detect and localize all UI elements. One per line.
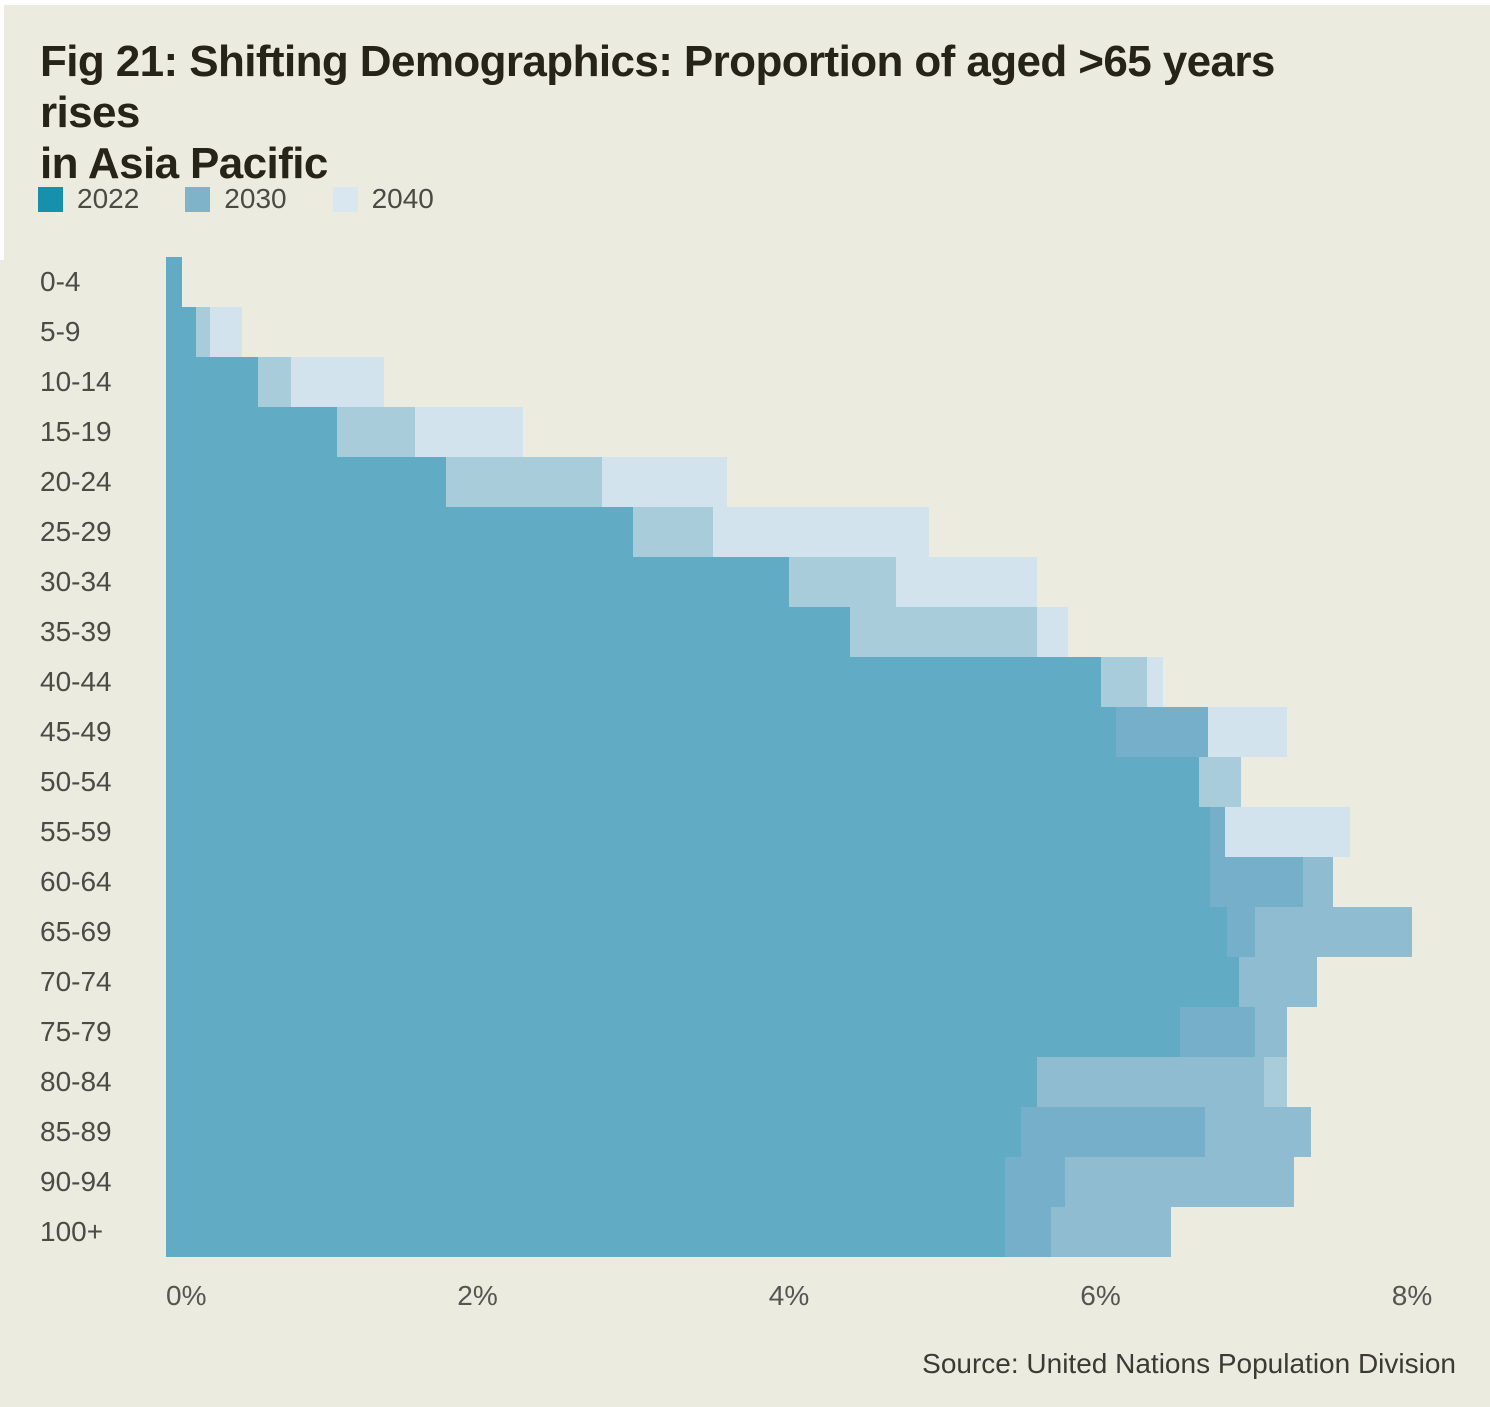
chart-title-line1: Fig 21: Shifting Demographics: Proportio…	[40, 37, 1275, 137]
bar-segment-a	[166, 557, 789, 607]
bar-segment-a	[166, 507, 634, 557]
x-axis-tick-8%: 8%	[1391, 1280, 1433, 1311]
age-label-25-29: 25-29	[40, 516, 112, 547]
bar-segment-e	[1302, 857, 1333, 907]
x-axis-tick-4%: 4%	[768, 1280, 810, 1311]
bar-segment-d	[1021, 1107, 1205, 1157]
legend-label-2022: 2022	[77, 183, 140, 214]
legend: 2022 2030 2040	[38, 183, 434, 214]
age-label-30-34: 30-34	[40, 566, 112, 597]
bar-segment-a	[166, 1007, 1180, 1057]
age-label-55-59: 55-59	[40, 816, 112, 847]
bar-segment-a	[166, 357, 258, 407]
legend-item-2030: 2030	[185, 183, 287, 214]
age-label-5-9: 5-9	[40, 316, 81, 347]
bar-segment-e	[1050, 1207, 1171, 1257]
bar-segment-c	[1225, 807, 1350, 857]
age-label-15-19: 15-19	[40, 416, 112, 447]
x-axis-tick-0%: 0%	[166, 1280, 207, 1311]
bar-segment-b	[195, 307, 210, 357]
bar-segment-a	[166, 907, 1227, 957]
bar-segment-c	[1036, 607, 1068, 657]
chart-title-line2: in Asia Pacific	[40, 139, 328, 188]
age-label-70-74: 70-74	[40, 966, 112, 997]
age-label-100+: 100+	[40, 1216, 104, 1247]
x-axis-tick-2%: 2%	[457, 1280, 498, 1311]
legend-label-2040: 2040	[371, 183, 434, 214]
bar-segment-a	[166, 307, 196, 357]
age-label-85-89: 85-89	[40, 1116, 112, 1147]
bar-segment-d	[1116, 707, 1208, 757]
source-note: Source: United Nations Population Divisi…	[922, 1348, 1456, 1379]
bar-segment-a	[166, 757, 1199, 807]
x-axis-tick-6%: 6%	[1080, 1280, 1121, 1311]
age-label-10-14: 10-14	[40, 366, 112, 397]
bar-segment-c	[1207, 707, 1288, 757]
age-label-40-44: 40-44	[40, 666, 112, 697]
bar-segment-b	[1100, 657, 1148, 707]
bar-segment-b	[446, 457, 603, 507]
legend-swatch-2040	[332, 186, 358, 212]
page-border-left	[0, 0, 4, 260]
bar-segment-e	[1254, 907, 1412, 957]
bar-segment-a	[166, 957, 1240, 1007]
bar-segment-d	[1209, 807, 1226, 857]
legend-item-2040: 2040	[332, 183, 434, 214]
bar-segment-c	[290, 357, 385, 407]
age-label-0-4: 0-4	[40, 266, 81, 297]
age-label-65-69: 65-69	[40, 916, 112, 947]
bar-segment-c	[1147, 657, 1163, 707]
bar-segment-a	[166, 1057, 1037, 1107]
age-label-60-64: 60-64	[40, 866, 112, 897]
bar-segment-b	[257, 357, 291, 407]
legend-swatch-2022	[38, 186, 63, 212]
bar-segment-e	[1204, 1107, 1311, 1157]
bar-segment-b	[849, 607, 1037, 657]
bar-segment-d	[1005, 1157, 1065, 1207]
bar-segment-a	[166, 457, 447, 507]
bar-segment-a	[166, 1107, 1022, 1157]
bar-segment-c	[712, 507, 930, 557]
bar-segment-b	[1198, 757, 1241, 807]
bar-segment-e	[1036, 1057, 1265, 1107]
chart-title: Fig 21: Shifting Demographics: Proportio…	[40, 36, 1360, 189]
bar-segment-a	[166, 1157, 1006, 1207]
bar-segment-d	[1005, 1207, 1051, 1257]
legend-item-2022: 2022	[38, 183, 140, 214]
bar-segment-e	[1239, 957, 1317, 1007]
age-label-80-84: 80-84	[40, 1066, 112, 1097]
bar-segment-a	[166, 657, 1101, 707]
age-label-50-54: 50-54	[40, 766, 112, 797]
age-label-45-49: 45-49	[40, 716, 112, 747]
bar-segment-a	[166, 607, 850, 657]
page-border-top	[0, 0, 1490, 5]
bar-segment-a	[166, 807, 1210, 857]
bar-segment-b	[633, 507, 713, 557]
legend-label-2030: 2030	[224, 183, 287, 214]
bar-segment-d	[1226, 907, 1255, 957]
age-label-20-24: 20-24	[40, 466, 112, 497]
bar-segment-d	[1209, 857, 1303, 907]
bar-segment-c	[896, 557, 1037, 607]
bar-segment-a	[166, 257, 182, 307]
age-label-90-94: 90-94	[40, 1166, 112, 1197]
age-label-35-39: 35-39	[40, 616, 112, 647]
bar-segment-a	[166, 1207, 1006, 1257]
bar-segment-c	[602, 457, 727, 507]
bar-segment-c	[415, 407, 523, 457]
bar-segment-a	[166, 857, 1210, 907]
bar-segment-b	[789, 557, 897, 607]
bar-segment-b	[337, 407, 416, 457]
bar-segment-a	[166, 707, 1117, 757]
legend-swatch-2030	[185, 186, 211, 212]
bar-segment-e	[1064, 1157, 1294, 1207]
bar-segment-e	[1254, 1007, 1288, 1057]
bar-segment-b	[1264, 1057, 1288, 1107]
bar-segment-d	[1179, 1007, 1255, 1057]
age-label-75-79: 75-79	[40, 1016, 112, 1047]
bar-segment-a	[166, 407, 338, 457]
bar-segment-c	[209, 307, 243, 357]
